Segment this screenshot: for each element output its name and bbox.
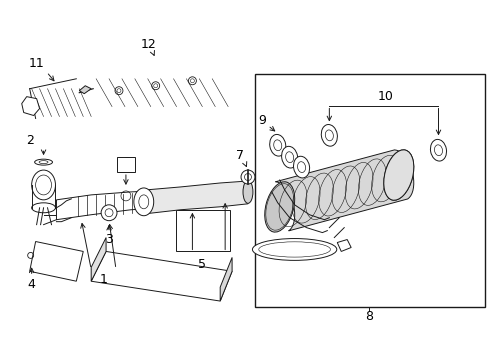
Ellipse shape <box>293 156 309 178</box>
Text: 5: 5 <box>198 258 206 271</box>
Polygon shape <box>21 96 40 116</box>
Ellipse shape <box>383 150 413 200</box>
Ellipse shape <box>273 140 281 151</box>
Ellipse shape <box>244 174 251 180</box>
Ellipse shape <box>383 150 413 200</box>
Ellipse shape <box>285 152 293 163</box>
Bar <box>175 210 230 251</box>
Ellipse shape <box>243 180 252 203</box>
Polygon shape <box>91 238 106 281</box>
Text: 8: 8 <box>364 310 372 323</box>
Ellipse shape <box>269 134 285 156</box>
Text: 9: 9 <box>257 114 265 127</box>
Text: 1: 1 <box>100 273 108 286</box>
Text: 6: 6 <box>122 156 130 168</box>
Polygon shape <box>275 150 413 231</box>
Polygon shape <box>337 239 350 251</box>
Polygon shape <box>220 257 232 301</box>
Polygon shape <box>79 86 91 94</box>
Polygon shape <box>145 181 247 214</box>
Ellipse shape <box>429 139 446 161</box>
Text: 12: 12 <box>141 37 156 50</box>
Text: 4: 4 <box>28 278 36 291</box>
Ellipse shape <box>139 195 148 209</box>
Ellipse shape <box>105 209 113 217</box>
Polygon shape <box>56 183 244 220</box>
Ellipse shape <box>39 161 48 164</box>
Text: 2: 2 <box>26 134 34 147</box>
Ellipse shape <box>433 145 442 156</box>
Ellipse shape <box>264 182 294 232</box>
Ellipse shape <box>321 125 337 146</box>
Ellipse shape <box>134 188 153 216</box>
Ellipse shape <box>297 162 305 172</box>
Ellipse shape <box>35 159 52 165</box>
Polygon shape <box>91 251 232 301</box>
Polygon shape <box>30 242 83 281</box>
Ellipse shape <box>32 203 55 213</box>
Ellipse shape <box>281 147 297 168</box>
Text: 10: 10 <box>377 90 393 103</box>
Text: 7: 7 <box>236 149 244 162</box>
Polygon shape <box>117 157 135 172</box>
Ellipse shape <box>101 205 117 221</box>
Ellipse shape <box>241 170 254 184</box>
Text: 3: 3 <box>105 233 113 246</box>
Ellipse shape <box>325 130 333 141</box>
Text: 11: 11 <box>29 57 44 71</box>
Ellipse shape <box>258 242 330 257</box>
Ellipse shape <box>252 239 336 260</box>
Bar <box>254 74 484 307</box>
Ellipse shape <box>36 175 51 195</box>
Ellipse shape <box>32 170 55 200</box>
